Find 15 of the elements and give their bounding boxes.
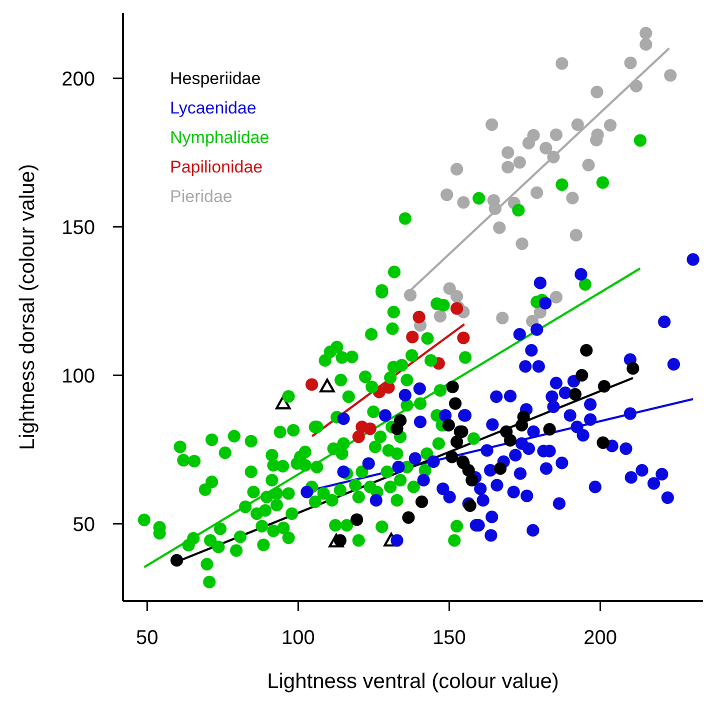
text: Hesperiidae bbox=[170, 69, 261, 88]
x-tick-label: 50 bbox=[136, 627, 158, 649]
y-axis-title: Lightness dorsal (colour value) bbox=[16, 164, 39, 450]
y-tick-label: 150 bbox=[62, 216, 95, 239]
text: Lycaenidae bbox=[170, 98, 256, 118]
x-axis-title: Lightness ventral (colour value) bbox=[267, 670, 559, 693]
text: Pieridae bbox=[170, 187, 232, 206]
text: Papilionidae bbox=[170, 158, 263, 176]
x-tick-label: 100 bbox=[282, 627, 315, 649]
x-tick-label: 200 bbox=[584, 627, 617, 649]
x-tick-label: 150 bbox=[432, 627, 466, 649]
text: Nymphalidae bbox=[170, 128, 270, 147]
y-tick-label: 200 bbox=[62, 68, 95, 90]
y-tick-label: 100 bbox=[62, 365, 95, 388]
y-tick-label: 50 bbox=[72, 514, 95, 536]
